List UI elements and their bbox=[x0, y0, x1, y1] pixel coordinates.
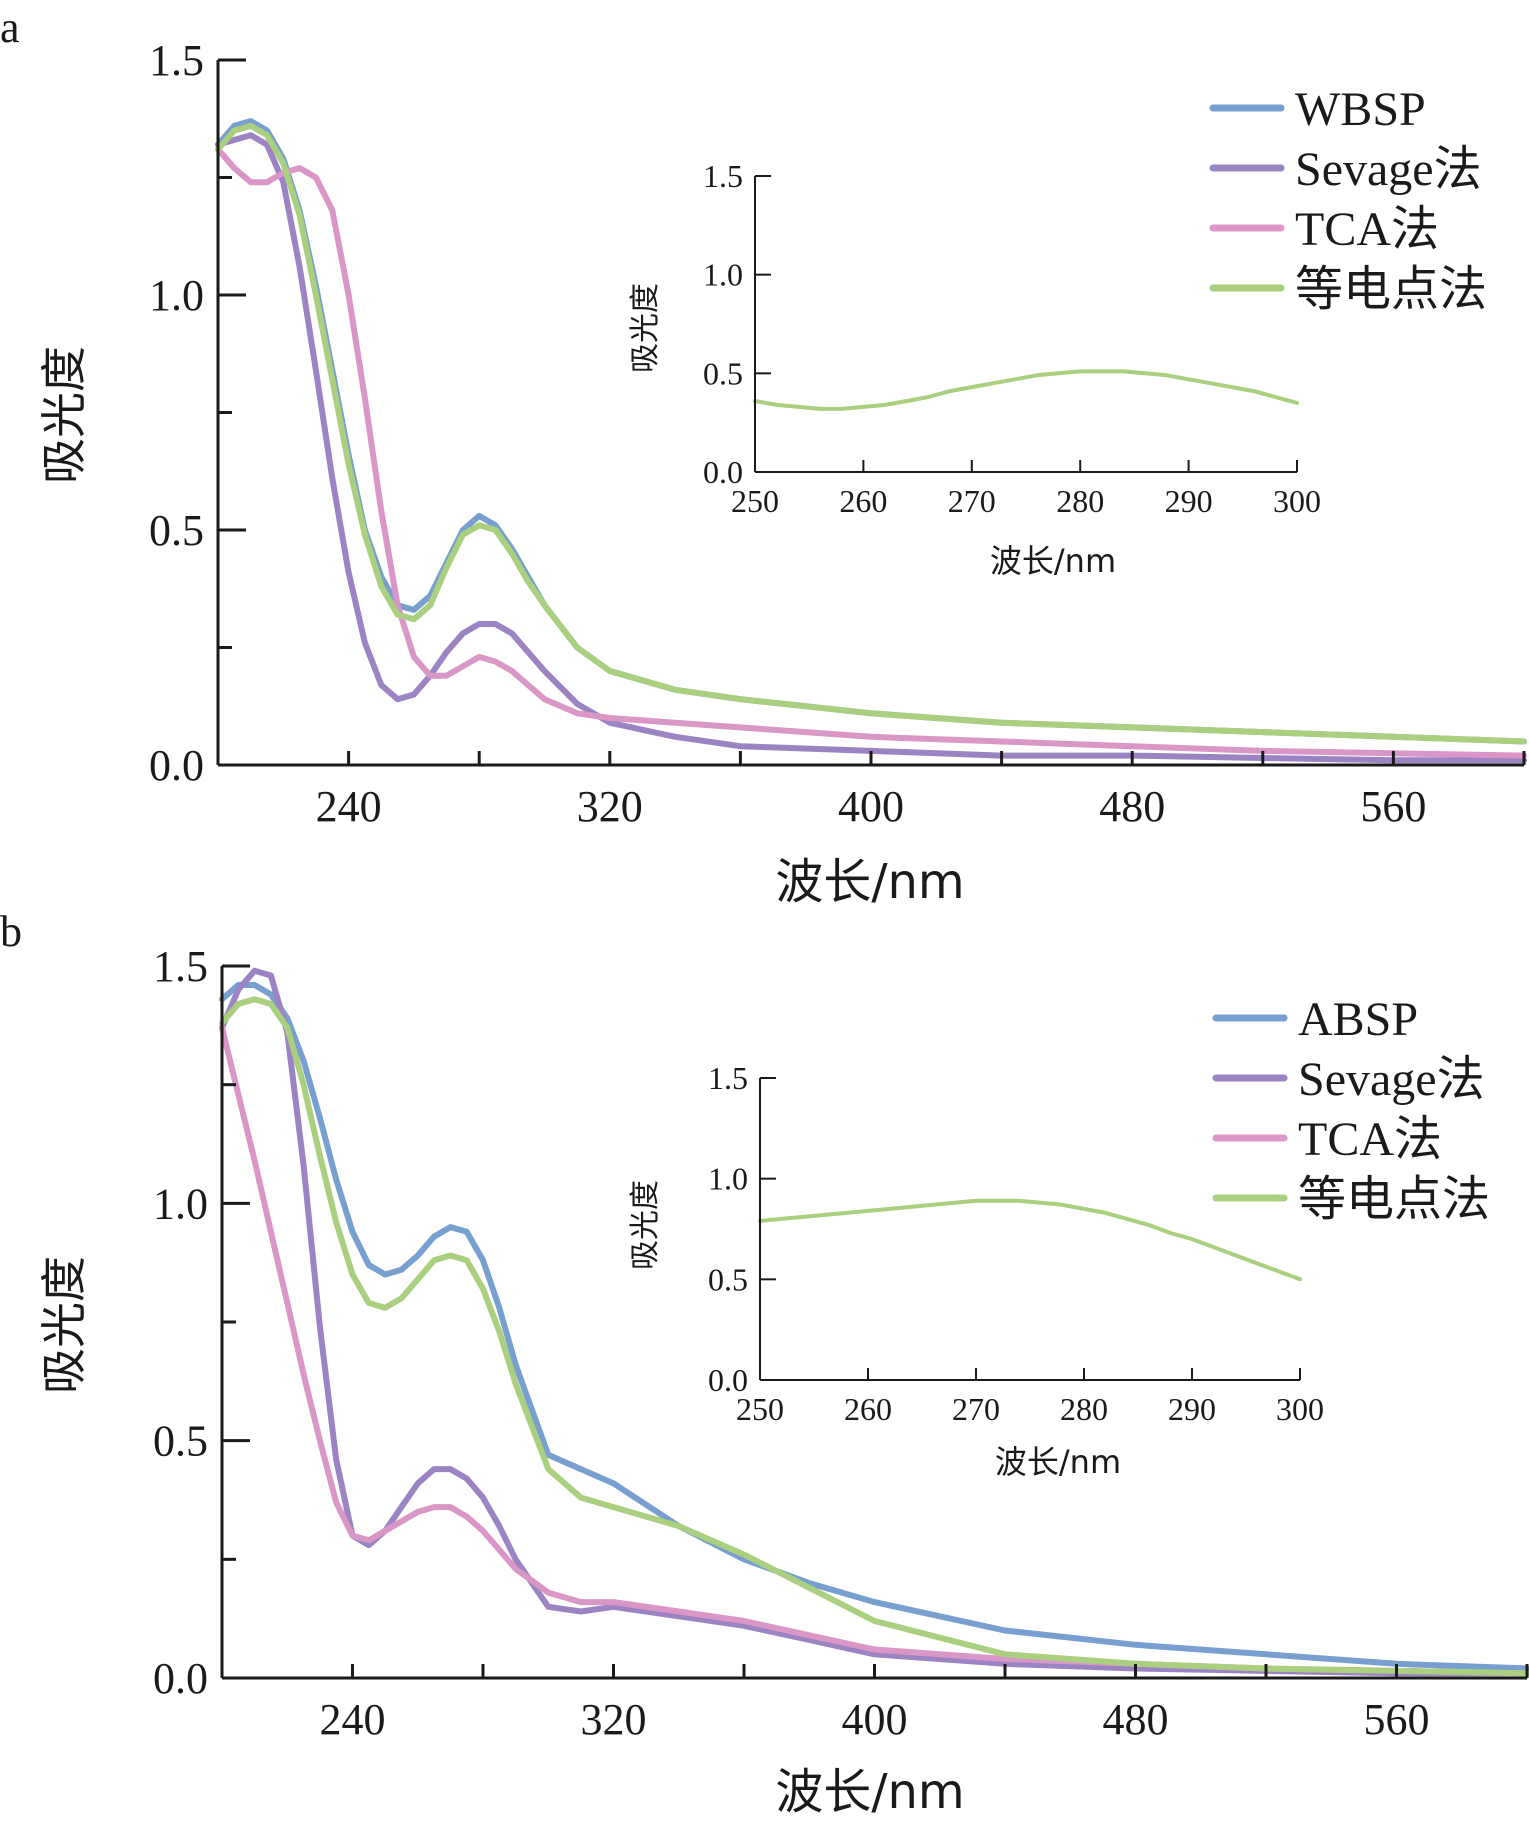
y-tick-label: 0.0 bbox=[153, 1654, 208, 1703]
series-lines bbox=[215, 118, 1527, 764]
inset-y-tick-label: 1.5 bbox=[703, 158, 743, 194]
y-tick-label: 0.5 bbox=[153, 1417, 208, 1466]
inset-x-axis-label: 波长/nm bbox=[990, 542, 1116, 580]
legend-entry: 等电点法 bbox=[1295, 263, 1487, 316]
inset-x-tick-labels: 250 260 270 280 290 300 bbox=[736, 1391, 1324, 1427]
inset-x-tick-label: 250 bbox=[731, 483, 779, 519]
legend-entry: WBSP bbox=[1295, 83, 1426, 136]
series-line-2 bbox=[215, 146, 1527, 759]
panel-label-b: b bbox=[0, 907, 22, 956]
x-tick-label: 480 bbox=[1103, 1695, 1169, 1744]
axes bbox=[220, 964, 1529, 1680]
series-line-1 bbox=[215, 132, 1527, 764]
y-tick-labels: 0.0 0.5 1.0 1.5 bbox=[149, 36, 204, 790]
inset-y-tick-label: 1.5 bbox=[708, 1060, 748, 1096]
inset-x-tick-label: 260 bbox=[844, 1391, 892, 1427]
inset-x-tick-label: 260 bbox=[839, 483, 887, 519]
inset-x-tick-labels: 250 260 270 280 290 300 bbox=[731, 483, 1321, 519]
inset-series-line-0 bbox=[753, 369, 1299, 411]
legend-entry: ABSP bbox=[1298, 993, 1418, 1046]
inset-y-tick-labels: 0.0 0.5 1.0 1.5 bbox=[703, 158, 743, 490]
x-tick-labels: 240 320 400 480 560 bbox=[316, 782, 1427, 831]
inset-chart: 0.0 0.5 1.0 1.5 250 260 270 280 290 300 吸光度 波长/n… bbox=[628, 158, 1321, 580]
legend-entry: 等电点法 bbox=[1298, 1173, 1490, 1226]
y-tick-label: 0.5 bbox=[149, 506, 204, 555]
legend-entry: TCA法 bbox=[1298, 1113, 1442, 1166]
legend-entry: Sevage法 bbox=[1295, 143, 1482, 196]
inset-y-tick-labels: 0.0 0.5 1.0 1.5 bbox=[708, 1060, 748, 1398]
legend-entry: TCA法 bbox=[1295, 203, 1439, 256]
series-line-0 bbox=[219, 982, 1529, 1672]
inset-x-tick-label: 280 bbox=[1060, 1391, 1108, 1427]
y-tick-label: 1.0 bbox=[153, 1179, 208, 1228]
inset-x-tick-label: 300 bbox=[1276, 1391, 1324, 1427]
x-tick-label: 400 bbox=[842, 1695, 908, 1744]
inset-x-tick-label: 270 bbox=[948, 483, 996, 519]
y-tick-label: 1.0 bbox=[149, 271, 204, 320]
x-tick-label: 560 bbox=[1360, 782, 1426, 831]
inset-y-tick-label: 1.0 bbox=[708, 1161, 748, 1197]
inset-y-tick-label: 0.5 bbox=[703, 355, 743, 391]
y-axis-label: 吸光度 bbox=[37, 346, 91, 484]
inset-x-tick-label: 250 bbox=[736, 1391, 784, 1427]
inset-chart: 0.0 0.5 1.0 1.5 250 260 270 280 290 300 吸光度 波长/n… bbox=[628, 1060, 1324, 1481]
series-line-1 bbox=[219, 967, 1529, 1677]
y-tick-labels: 0.0 0.5 1.0 1.5 bbox=[153, 942, 208, 1703]
axes bbox=[216, 58, 1526, 767]
inset-y-tick-label: 0.0 bbox=[703, 454, 743, 490]
inset-x-tick-label: 290 bbox=[1165, 483, 1213, 519]
y-tick-label: 0.0 bbox=[149, 741, 204, 790]
series-line-3 bbox=[215, 122, 1527, 745]
y-tick-label: 1.5 bbox=[153, 942, 208, 991]
series-line-3 bbox=[219, 996, 1529, 1677]
inset-x-tick-label: 300 bbox=[1273, 483, 1321, 519]
inset-x-tick-label: 280 bbox=[1056, 483, 1104, 519]
legend-entry: Sevage法 bbox=[1298, 1053, 1485, 1106]
x-tick-label: 480 bbox=[1099, 782, 1165, 831]
inset-series-lines bbox=[753, 369, 1299, 411]
panel-a: a 0.0 0.5 1.0 1.5 240 320 400 480 560 吸光度 波长/nm… bbox=[0, 3, 1527, 910]
x-tick-label: 240 bbox=[316, 782, 382, 831]
inset-x-tick-label: 290 bbox=[1168, 1391, 1216, 1427]
x-tick-label: 240 bbox=[320, 1695, 386, 1744]
inset-y-axis-label: 吸光度 bbox=[628, 283, 663, 373]
inset-x-axis-label: 波长/nm bbox=[995, 1443, 1121, 1481]
x-tick-label: 560 bbox=[1364, 1695, 1430, 1744]
inset-y-tick-label: 0.5 bbox=[708, 1261, 748, 1297]
y-tick-label: 1.5 bbox=[149, 36, 204, 85]
x-tick-label: 320 bbox=[581, 1695, 647, 1744]
x-tick-label: 320 bbox=[577, 782, 643, 831]
inset-x-tick-label: 270 bbox=[952, 1391, 1000, 1427]
inset-axes bbox=[754, 175, 1298, 473]
series-line-2 bbox=[219, 1024, 1529, 1677]
inset-y-tick-label: 0.0 bbox=[708, 1362, 748, 1398]
y-axis-label: 吸光度 bbox=[37, 1256, 91, 1394]
inset-y-tick-label: 1.0 bbox=[703, 257, 743, 293]
inset-series-lines bbox=[758, 1198, 1302, 1282]
x-tick-label: 400 bbox=[838, 782, 904, 831]
series-lines bbox=[219, 967, 1529, 1677]
x-axis-label: 波长/nm bbox=[775, 854, 964, 910]
panel-label-a: a bbox=[0, 3, 20, 52]
panel-b: b 0.0 0.5 1.0 1.5 240 320 400 480 560 吸光度 波长/nm… bbox=[0, 907, 1529, 1820]
inset-axes bbox=[759, 1077, 1301, 1381]
inset-series-line-0 bbox=[758, 1198, 1302, 1282]
x-tick-labels: 240 320 400 480 560 bbox=[320, 1695, 1430, 1744]
x-axis-label: 波长/nm bbox=[775, 1764, 964, 1820]
inset-y-axis-label: 吸光度 bbox=[628, 1180, 663, 1270]
